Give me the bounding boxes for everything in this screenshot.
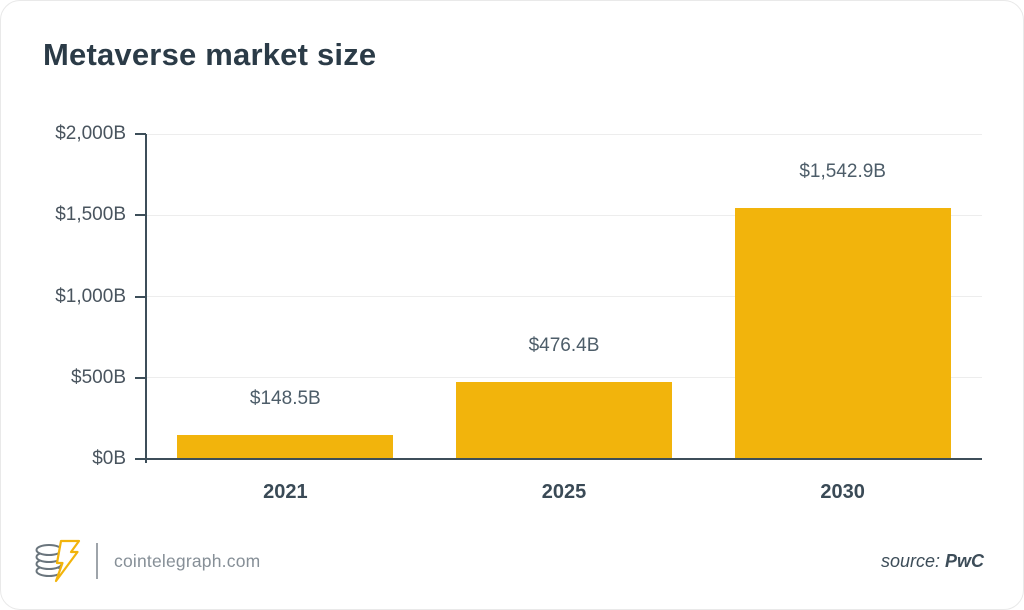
bar-2030	[734, 208, 951, 458]
gridline	[146, 214, 982, 216]
cointelegraph-logo-icon	[35, 539, 81, 583]
footer-divider	[96, 543, 98, 579]
bar-2021	[177, 434, 394, 458]
gridline	[146, 296, 982, 297]
gridline	[146, 133, 982, 135]
x-axis-line	[135, 458, 982, 460]
brand-text: cointelegraph.com	[114, 550, 261, 571]
y-axis-tick-label: $500B	[71, 366, 126, 388]
y-axis-tick-label: $2,000B	[55, 123, 126, 144]
lightning-bolt-icon	[54, 539, 81, 583]
source-value: PwC	[944, 550, 984, 571]
y-axis-tick-label: $1,000B	[55, 285, 126, 307]
y-axis-tick	[135, 214, 146, 217]
footer: cointelegraph.com source: PwC	[34, 535, 984, 587]
y-axis-tick-label: $1,500B	[55, 204, 126, 226]
y-axis-tick	[135, 376, 146, 379]
chart-title: Metaverse market size	[43, 37, 377, 72]
x-axis-category-label: 2021	[263, 481, 308, 503]
gridline	[146, 377, 982, 379]
bar-value-label: $476.4B	[528, 334, 600, 356]
source-credit: source: PwC	[881, 551, 984, 572]
x-axis-category-label: 2030	[820, 481, 865, 503]
y-axis-tick-label: $0B	[92, 448, 126, 469]
x-axis-category-label: 2025	[541, 481, 587, 503]
source-label: source:	[880, 550, 940, 571]
y-axis-tick	[135, 295, 146, 298]
y-axis-tick	[135, 133, 146, 135]
bar-value-label: $1,542.9B	[799, 161, 886, 183]
bar-value-label: $148.5B	[249, 387, 321, 409]
bar-2025	[456, 381, 672, 458]
y-axis-line	[145, 134, 147, 463]
